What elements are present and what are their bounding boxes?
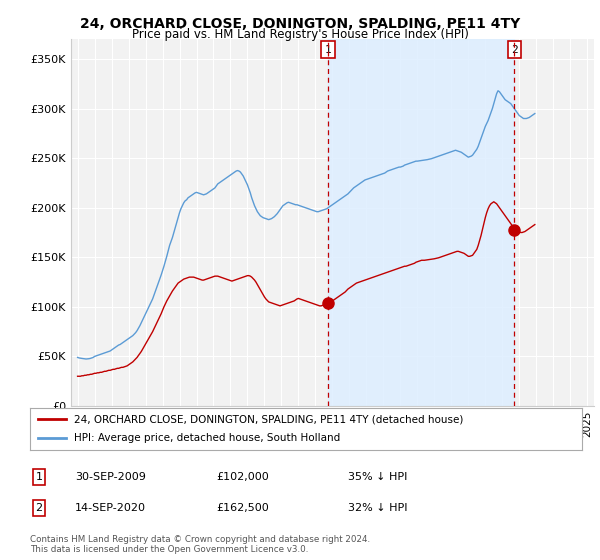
- Bar: [328, 39, 514, 406]
- Text: 2: 2: [511, 45, 518, 55]
- Text: Contains HM Land Registry data © Crown copyright and database right 2024.: Contains HM Land Registry data © Crown c…: [30, 535, 370, 544]
- Text: 2: 2: [35, 503, 43, 513]
- Text: HPI: Average price, detached house, South Holland: HPI: Average price, detached house, Sout…: [74, 433, 340, 444]
- Text: £102,000: £102,000: [216, 472, 269, 482]
- Text: 35% ↓ HPI: 35% ↓ HPI: [348, 472, 407, 482]
- Text: 30-SEP-2009: 30-SEP-2009: [75, 472, 146, 482]
- Text: 24, ORCHARD CLOSE, DONINGTON, SPALDING, PE11 4TY (detached house): 24, ORCHARD CLOSE, DONINGTON, SPALDING, …: [74, 414, 464, 424]
- Text: Price paid vs. HM Land Registry's House Price Index (HPI): Price paid vs. HM Land Registry's House …: [131, 28, 469, 41]
- Text: 1: 1: [325, 45, 332, 55]
- Text: 24, ORCHARD CLOSE, DONINGTON, SPALDING, PE11 4TY: 24, ORCHARD CLOSE, DONINGTON, SPALDING, …: [80, 17, 520, 31]
- Text: 14-SEP-2020: 14-SEP-2020: [75, 503, 146, 513]
- Text: 32% ↓ HPI: 32% ↓ HPI: [348, 503, 407, 513]
- Text: 1: 1: [35, 472, 43, 482]
- Text: This data is licensed under the Open Government Licence v3.0.: This data is licensed under the Open Gov…: [30, 545, 308, 554]
- Text: £162,500: £162,500: [216, 503, 269, 513]
